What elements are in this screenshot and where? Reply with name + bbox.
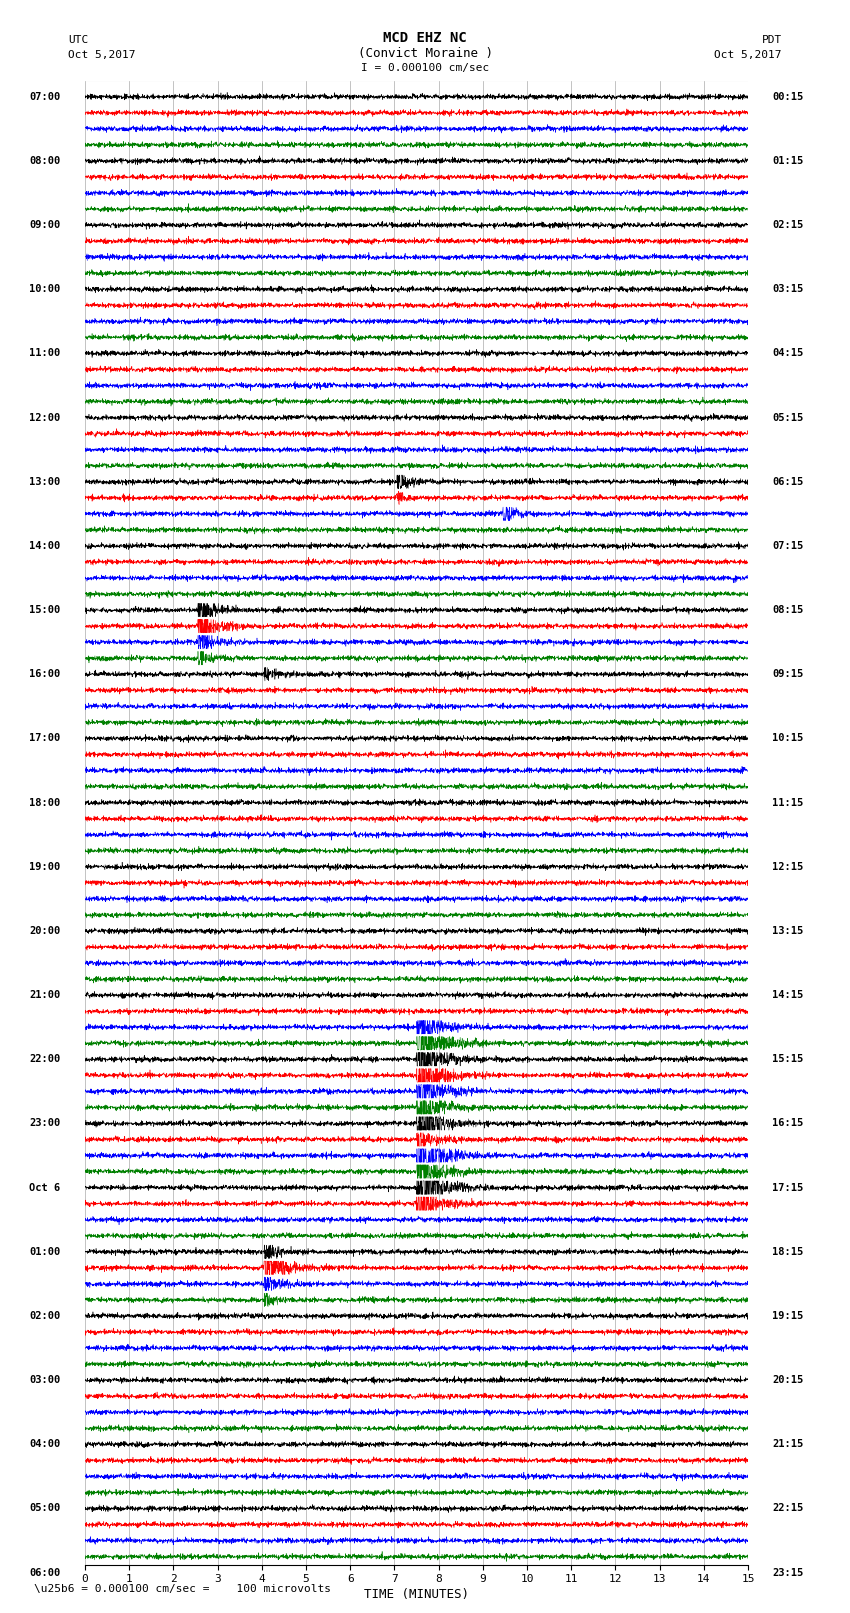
Text: 06:00: 06:00	[30, 1568, 60, 1578]
Text: 19:15: 19:15	[773, 1311, 803, 1321]
Text: MCD EHZ NC: MCD EHZ NC	[383, 31, 467, 45]
Text: 10:15: 10:15	[773, 734, 803, 744]
Text: 16:15: 16:15	[773, 1118, 803, 1129]
Text: 04:00: 04:00	[30, 1439, 60, 1450]
X-axis label: TIME (MINUTES): TIME (MINUTES)	[364, 1589, 469, 1602]
Text: 17:00: 17:00	[30, 734, 60, 744]
Text: 21:15: 21:15	[773, 1439, 803, 1450]
Text: 03:15: 03:15	[773, 284, 803, 294]
Text: (Convict Moraine ): (Convict Moraine )	[358, 47, 492, 60]
Text: 14:15: 14:15	[773, 990, 803, 1000]
Text: 22:15: 22:15	[773, 1503, 803, 1513]
Text: 05:00: 05:00	[30, 1503, 60, 1513]
Text: 17:15: 17:15	[773, 1182, 803, 1192]
Text: 10:00: 10:00	[30, 284, 60, 294]
Text: Oct 5,2017: Oct 5,2017	[68, 50, 135, 60]
Text: 22:00: 22:00	[30, 1055, 60, 1065]
Text: 01:15: 01:15	[773, 156, 803, 166]
Text: 05:15: 05:15	[773, 413, 803, 423]
Text: 21:00: 21:00	[30, 990, 60, 1000]
Text: Oct 5,2017: Oct 5,2017	[715, 50, 782, 60]
Text: 23:00: 23:00	[30, 1118, 60, 1129]
Text: 02:15: 02:15	[773, 219, 803, 231]
Text: 09:00: 09:00	[30, 219, 60, 231]
Text: 08:00: 08:00	[30, 156, 60, 166]
Text: 13:15: 13:15	[773, 926, 803, 936]
Text: 18:00: 18:00	[30, 797, 60, 808]
Text: \u25b6 = 0.000100 cm/sec =    100 microvolts: \u25b6 = 0.000100 cm/sec = 100 microvolt…	[34, 1584, 331, 1594]
Text: 07:15: 07:15	[773, 540, 803, 552]
Text: 12:15: 12:15	[773, 861, 803, 871]
Text: 18:15: 18:15	[773, 1247, 803, 1257]
Text: 12:00: 12:00	[30, 413, 60, 423]
Text: 01:00: 01:00	[30, 1247, 60, 1257]
Text: 02:00: 02:00	[30, 1311, 60, 1321]
Text: 04:15: 04:15	[773, 348, 803, 358]
Text: 20:15: 20:15	[773, 1376, 803, 1386]
Text: 00:15: 00:15	[773, 92, 803, 102]
Text: 03:00: 03:00	[30, 1376, 60, 1386]
Text: 19:00: 19:00	[30, 861, 60, 871]
Text: 15:15: 15:15	[773, 1055, 803, 1065]
Text: PDT: PDT	[762, 35, 782, 45]
Text: 07:00: 07:00	[30, 92, 60, 102]
Text: Oct 6: Oct 6	[30, 1182, 60, 1192]
Text: 06:15: 06:15	[773, 477, 803, 487]
Text: UTC: UTC	[68, 35, 88, 45]
Text: 11:00: 11:00	[30, 348, 60, 358]
Text: 13:00: 13:00	[30, 477, 60, 487]
Text: 14:00: 14:00	[30, 540, 60, 552]
Text: 09:15: 09:15	[773, 669, 803, 679]
Text: I = 0.000100 cm/sec: I = 0.000100 cm/sec	[361, 63, 489, 73]
Text: 20:00: 20:00	[30, 926, 60, 936]
Text: 08:15: 08:15	[773, 605, 803, 615]
Text: 16:00: 16:00	[30, 669, 60, 679]
Text: 11:15: 11:15	[773, 797, 803, 808]
Text: 15:00: 15:00	[30, 605, 60, 615]
Text: 23:15: 23:15	[773, 1568, 803, 1578]
